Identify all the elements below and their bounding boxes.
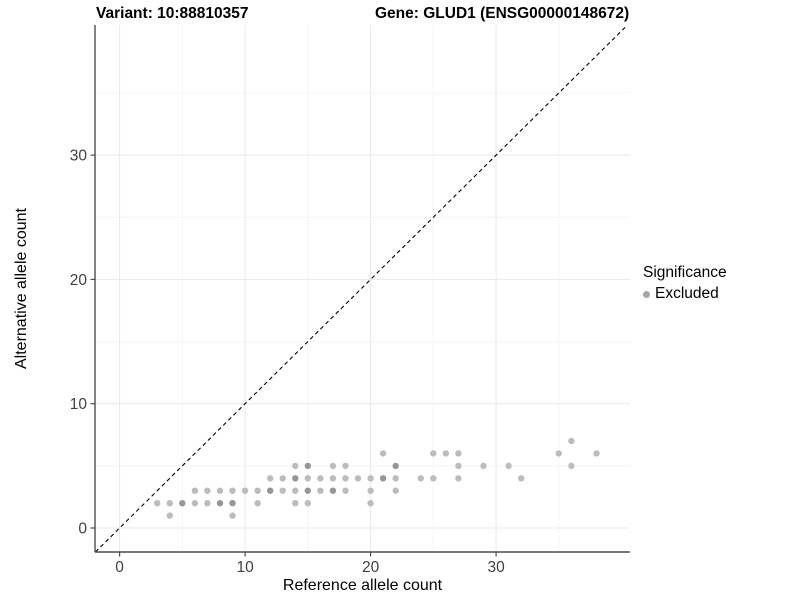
data-point (342, 475, 349, 482)
data-point (254, 500, 261, 507)
x-axis-title: Reference allele count (282, 577, 443, 594)
data-point (342, 462, 349, 470)
data-point (354, 475, 362, 482)
data-point (455, 462, 462, 470)
data-point (292, 487, 299, 494)
data-point (505, 462, 512, 470)
data-point (367, 475, 374, 482)
data-point (392, 462, 399, 470)
data-point (204, 500, 211, 507)
data-point (568, 462, 575, 470)
data-point (379, 475, 387, 482)
y-tick-label: 20 (70, 272, 88, 289)
data-point (241, 487, 249, 494)
x-tick-label: 0 (115, 559, 124, 576)
data-point (229, 500, 236, 507)
data-point (292, 462, 299, 470)
data-point (367, 500, 374, 507)
data-point (154, 500, 161, 507)
legend-title: Significance (643, 264, 727, 281)
data-point (317, 487, 324, 494)
data-point (317, 475, 324, 482)
data-point (329, 487, 337, 494)
data-point (417, 475, 424, 482)
y-tick-label: 10 (70, 396, 88, 413)
y-tick-label: 0 (78, 521, 87, 538)
data-point (279, 487, 286, 494)
data-point (267, 487, 274, 494)
data-point (166, 500, 173, 507)
data-point (166, 512, 173, 519)
identity-line (94, 24, 628, 553)
legend: Significance Excluded (643, 264, 727, 303)
data-point (392, 475, 399, 482)
data-point (216, 500, 224, 507)
x-tick-label: 20 (362, 559, 380, 576)
data-point (430, 450, 437, 457)
y-axis-title: Alternative allele count (13, 208, 30, 369)
variant-title: Variant: 10:88810357 (96, 5, 249, 22)
data-point (329, 462, 337, 470)
data-point (229, 512, 236, 519)
data-point (342, 487, 349, 494)
data-point (480, 462, 487, 470)
data-point (442, 450, 450, 457)
data-point (518, 475, 525, 482)
data-point (367, 487, 374, 494)
data-point (191, 500, 199, 507)
data-point (267, 475, 274, 482)
legend-item-label: Excluded (655, 285, 719, 302)
data-point (254, 487, 261, 494)
data-point (379, 450, 387, 457)
legend-point-icon (643, 290, 650, 298)
data-point (329, 475, 337, 482)
data-point (430, 475, 437, 482)
data-point (555, 450, 562, 457)
gene-title: Gene: GLUD1 (ENSG00000148672) (375, 5, 630, 22)
data-point (304, 500, 311, 507)
data-point (292, 475, 299, 482)
data-point (279, 475, 286, 482)
data-point (304, 462, 311, 470)
data-point (179, 500, 186, 507)
data-point (191, 487, 199, 494)
x-tick-label: 30 (487, 559, 505, 576)
data-point (229, 487, 236, 494)
x-tick-label: 10 (236, 559, 254, 576)
data-point (455, 475, 462, 482)
y-tick-label: 30 (70, 148, 88, 165)
data-point (593, 450, 600, 457)
data-point (204, 487, 211, 494)
legend-item-excluded: Excluded (643, 285, 727, 303)
data-point (292, 500, 299, 507)
data-point (216, 487, 224, 494)
data-point (455, 450, 462, 457)
data-point (392, 487, 399, 494)
data-point (568, 437, 575, 445)
data-point (304, 487, 311, 494)
data-point (304, 475, 311, 482)
